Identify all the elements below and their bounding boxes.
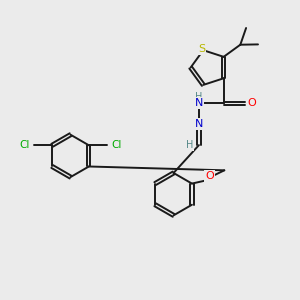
Text: N: N xyxy=(195,119,203,129)
Text: O: O xyxy=(247,98,256,108)
Text: Cl: Cl xyxy=(111,140,122,150)
Text: N: N xyxy=(195,98,203,108)
Text: H: H xyxy=(186,140,193,150)
Text: H: H xyxy=(195,92,203,102)
Text: Cl: Cl xyxy=(19,140,30,150)
Text: S: S xyxy=(198,44,205,54)
Text: O: O xyxy=(205,171,214,181)
